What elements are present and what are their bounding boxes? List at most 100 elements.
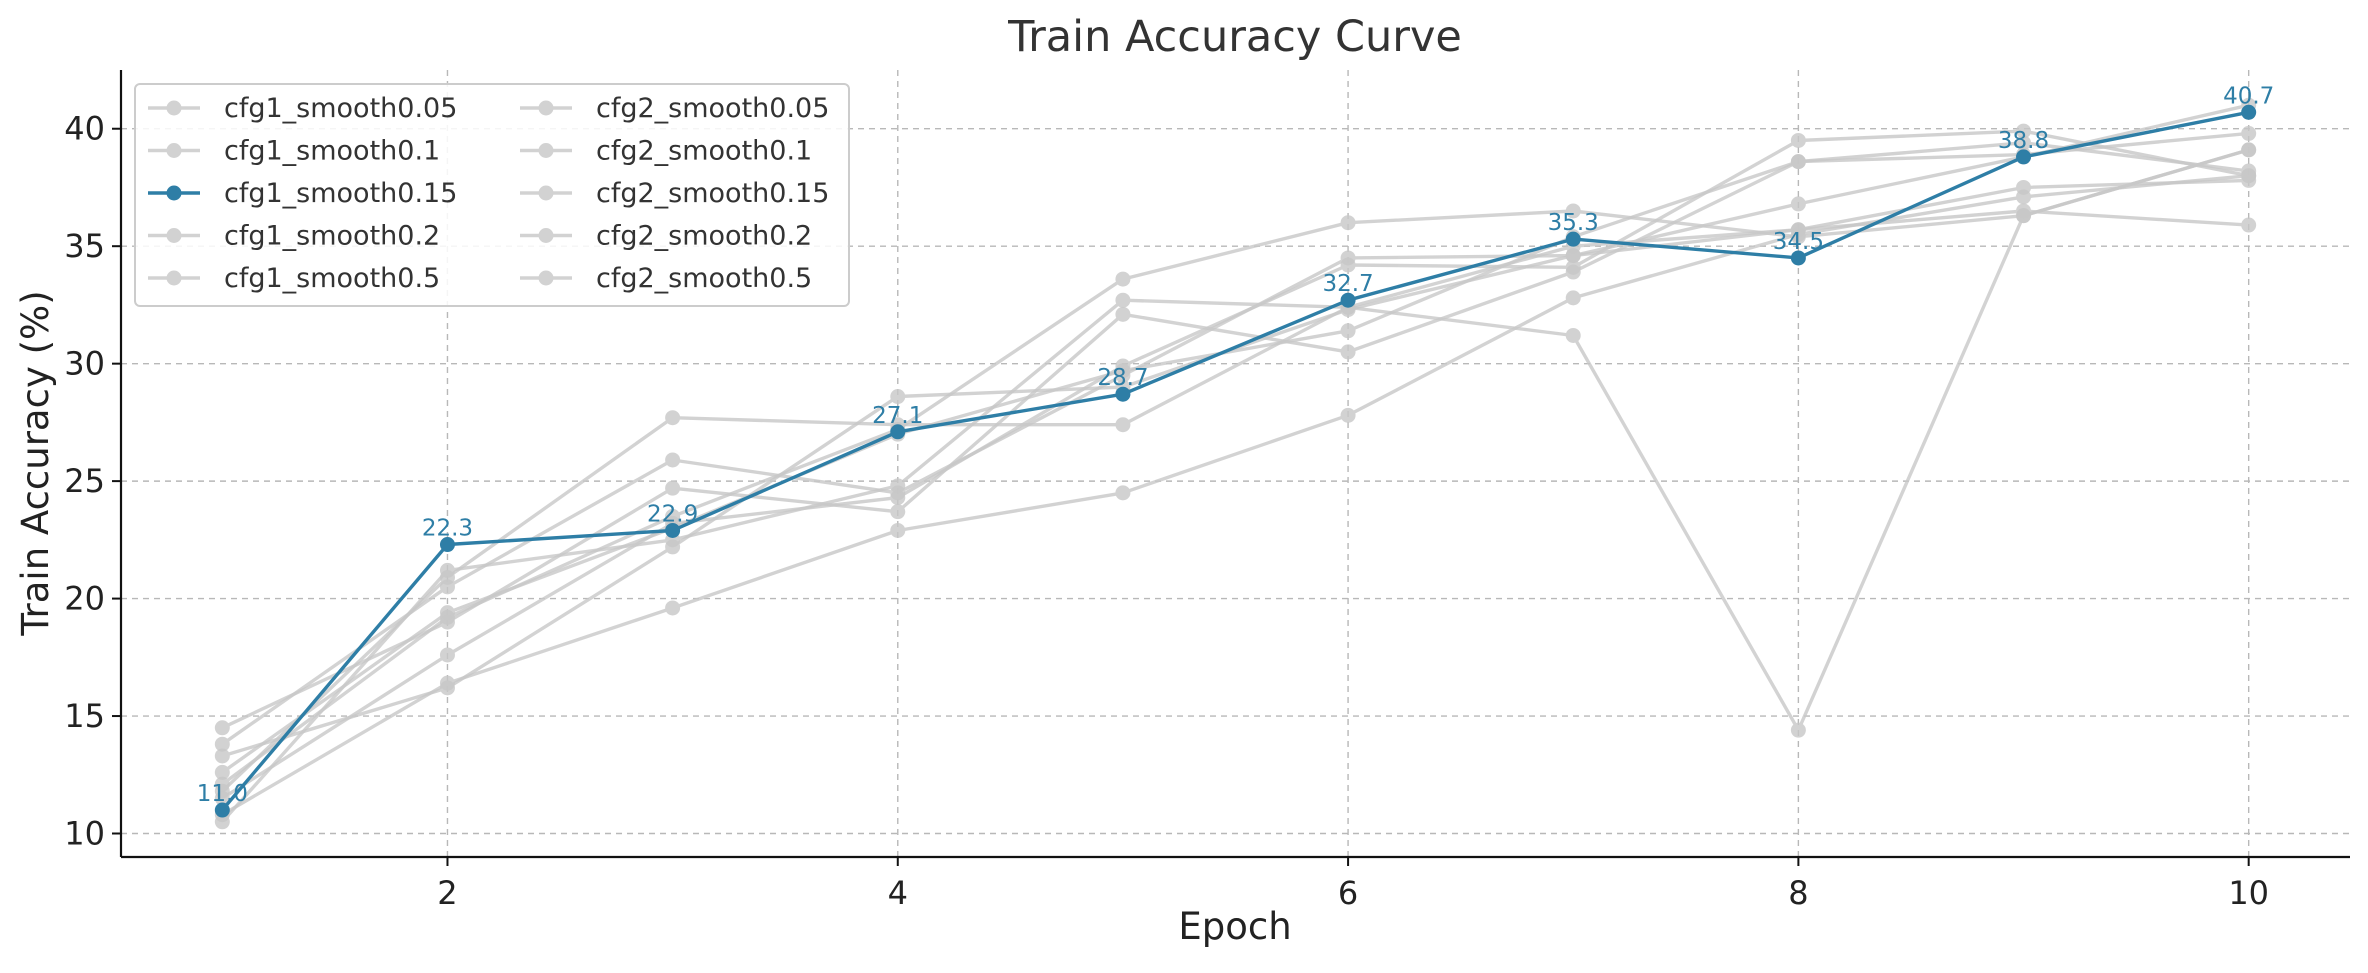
series-line-cfg1-smooth0-2 — [221, 148, 2250, 786]
series-line-cfg2-smooth0-1 — [221, 148, 2250, 823]
x-tick-label: 2 — [437, 874, 457, 912]
data-point-cfg2-smooth0-2 — [2016, 189, 2032, 205]
data-point-cfg1-smooth0-15 — [1565, 231, 1581, 247]
legend-marker-swatch — [538, 185, 554, 201]
data-point-cfg1-smooth0-2 — [1565, 203, 1581, 219]
x-tick-label: 10 — [2228, 874, 2269, 912]
legend-marker-swatch — [538, 270, 554, 286]
data-point-cfg1-smooth0-15 — [439, 537, 455, 553]
legend-label: cfg2_smooth0.5 — [596, 263, 812, 294]
data-point-cfg2-smooth0-2 — [2241, 168, 2257, 184]
data-point-cfg1-smooth0-1 — [1790, 196, 1806, 212]
data-point-cfg2-smooth0-1 — [1565, 327, 1581, 343]
y-tick-label: 25 — [64, 462, 105, 500]
data-point-cfg1-smooth0-15 — [214, 802, 230, 818]
legend-marker-swatch — [166, 228, 182, 243]
legend-label: cfg2_smooth0.05 — [596, 93, 829, 124]
data-point-cfg1-smooth0-05 — [1340, 344, 1356, 360]
data-point-cfg2-smooth0-05 — [214, 783, 230, 799]
data-label: 34.5 — [1773, 229, 1824, 255]
data-point-cfg2-smooth0-2 — [439, 675, 455, 691]
legend-label: cfg1_smooth0.1 — [224, 136, 440, 167]
data-label: 22.3 — [422, 516, 473, 542]
data-label: 40.7 — [2223, 83, 2274, 109]
data-point-cfg2-smooth0-1 — [439, 562, 455, 578]
x-tick-label: 4 — [888, 874, 908, 912]
data-point-cfg2-smooth0-15 — [2016, 203, 2032, 219]
y-tick-label: 20 — [64, 580, 105, 618]
x-axis-label: Epoch — [1178, 905, 1291, 948]
legend-marker-swatch — [166, 100, 182, 116]
legend-entry — [148, 270, 200, 286]
data-point-cfg1-smooth0-15 — [1340, 292, 1356, 308]
data-point-cfg1-smooth0-15 — [890, 424, 906, 440]
data-point-cfg1-smooth0-1 — [890, 389, 906, 405]
legend-marker-swatch — [166, 143, 182, 158]
data-point-cfg1-smooth0-5 — [2016, 123, 2032, 139]
legend-entry — [520, 228, 572, 243]
data-point-cfg1-smooth0-05 — [665, 480, 681, 496]
data-point-cfg2-smooth0-15 — [890, 485, 906, 501]
data-point-cfg2-smooth0-15 — [665, 452, 681, 468]
y-tick-label: 40 — [64, 110, 105, 148]
series-cfg1-smooth0-15 — [214, 104, 2257, 818]
data-point-cfg2-smooth0-15 — [2241, 217, 2257, 233]
series-line-cfg1-smooth0-15 — [221, 110, 2250, 812]
data-point-cfg2-smooth0-15 — [214, 736, 230, 752]
legend-label: cfg2_smooth0.1 — [596, 136, 812, 167]
data-point-cfg1-smooth0-15 — [2241, 104, 2257, 120]
x-tick-label: 8 — [1788, 874, 1808, 912]
data-point-cfg2-smooth0-5 — [1115, 363, 1131, 379]
data-point-cfg2-smooth0-5 — [1340, 323, 1356, 339]
data-label: 35.3 — [1548, 210, 1599, 236]
legend-entry — [520, 143, 572, 158]
legend: cfg1_smooth0.05 cfg1_smooth0.1 cfg1_smooth… — [134, 83, 850, 307]
legend-entry — [148, 185, 200, 201]
series-line-cfg2-smooth0-2 — [221, 174, 2249, 817]
y-tick-label: 10 — [64, 815, 105, 853]
legend-entry — [520, 185, 572, 201]
data-point-cfg2-smooth0-2 — [665, 600, 681, 616]
legend-marker-swatch — [538, 143, 554, 158]
legend-marker-swatch — [538, 100, 554, 116]
data-label: 28.7 — [1097, 365, 1148, 391]
legend-label: cfg1_smooth0.5 — [224, 263, 440, 294]
data-label-layer: 11.0 22.3 22.9 27.1 28.7 32.7 35.3 34.5 38.8 40.7 — [197, 83, 2275, 807]
legend-label: cfg1_smooth0.2 — [224, 221, 440, 252]
legend-label: cfg1_smooth0.05 — [224, 93, 457, 124]
data-label: 38.8 — [1998, 128, 2049, 154]
data-point-cfg2-smooth0-05 — [665, 410, 681, 426]
y-tick-label: 30 — [64, 345, 105, 383]
legend-marker-swatch — [538, 228, 554, 243]
legend-items: cfg1_smooth0.05 cfg1_smooth0.1 cfg1_smooth… — [148, 93, 829, 294]
y-axis-label: Train Accuracy (%) — [14, 290, 57, 636]
data-label: 11.0 — [197, 781, 248, 807]
data-point-cfg1-smooth0-1 — [214, 748, 230, 764]
data-point-cfg2-smooth0-15 — [439, 579, 455, 595]
legend-entry — [148, 143, 200, 158]
legend-entry — [148, 228, 200, 243]
data-point-cfg1-smooth0-15 — [1115, 386, 1131, 402]
data-point-cfg1-smooth0-15 — [2016, 149, 2032, 165]
legend-marker-swatch — [166, 270, 182, 286]
data-point-cfg2-smooth0-2 — [890, 522, 906, 538]
data-point-cfg2-smooth0-5 — [1790, 154, 1806, 170]
legend-marker-swatch — [166, 185, 182, 201]
data-point-cfg2-smooth0-05 — [1115, 417, 1131, 433]
data-point-cfg1-smooth0-15 — [665, 522, 681, 538]
grid-layer — [121, 70, 2350, 857]
chart-title: Train Accuracy Curve — [1007, 12, 1462, 62]
data-point-cfg2-smooth0-5 — [439, 605, 455, 621]
y-tick-label: 35 — [64, 227, 105, 265]
axes-layer — [119, 70, 2350, 859]
data-label: 32.7 — [1322, 271, 1373, 297]
data-point-cfg2-smooth0-15 — [1565, 248, 1581, 264]
data-point-cfg1-smooth0-5 — [439, 647, 455, 663]
data-point-cfg2-smooth0-1 — [2241, 142, 2257, 158]
data-point-cfg2-smooth0-1 — [1790, 722, 1806, 738]
data-point-cfg2-smooth0-2 — [1115, 485, 1131, 501]
data-point-cfg2-smooth0-5 — [2241, 125, 2257, 141]
data-point-cfg1-smooth0-05 — [214, 720, 230, 736]
data-point-cfg1-smooth0-05 — [2016, 135, 2032, 151]
data-point-cfg1-smooth0-05 — [1115, 306, 1131, 322]
